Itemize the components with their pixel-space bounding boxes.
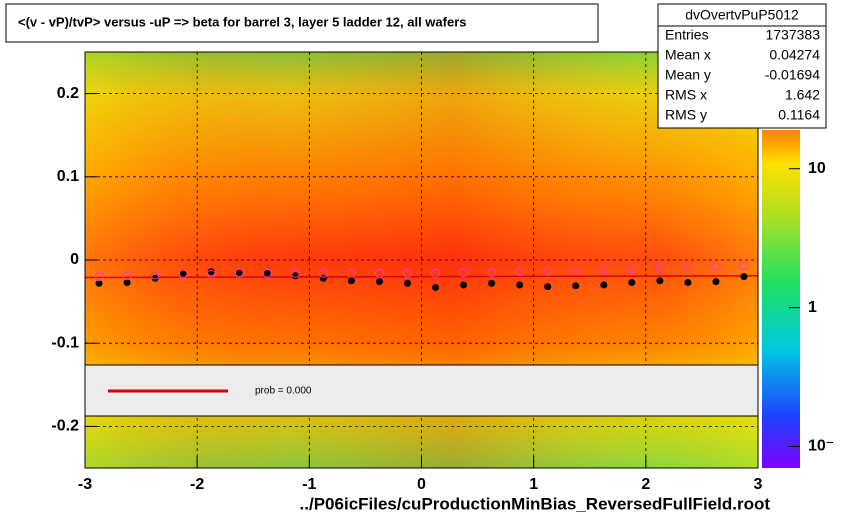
data-point <box>431 268 441 278</box>
data-point <box>346 268 356 278</box>
data-point <box>235 268 243 276</box>
data-point <box>571 266 581 276</box>
data-point <box>655 263 665 273</box>
data-point <box>123 278 131 286</box>
y-tick-label: 0 <box>70 251 79 268</box>
y-tick-label: -0.1 <box>51 334 79 351</box>
plot-frame <box>84 51 759 469</box>
data-point <box>739 261 749 271</box>
data-point <box>459 267 469 277</box>
data-point <box>262 268 272 278</box>
stats-label: Mean y <box>665 67 711 83</box>
x-axis-label: ../P06icFiles/cuProductionMinBias_Revers… <box>300 494 771 513</box>
data-point <box>543 267 553 277</box>
data-point <box>94 272 104 282</box>
stats-value: 0.1164 <box>778 107 820 123</box>
data-point <box>151 274 159 282</box>
data-point <box>234 268 244 278</box>
data-point <box>487 267 497 277</box>
y-tick-label: -0.2 <box>51 418 79 435</box>
stats-label: Entries <box>665 27 709 43</box>
colorbar <box>762 130 800 468</box>
data-point <box>318 268 328 278</box>
data-point <box>263 269 271 277</box>
y-tick-label: 0.1 <box>57 168 79 185</box>
legend-text: prob = 0.000 <box>255 386 312 397</box>
data-point <box>460 281 468 289</box>
data-point <box>178 269 188 279</box>
x-tick-label: 2 <box>641 476 650 493</box>
stats-label: RMS x <box>665 87 707 103</box>
data-point <box>600 281 608 289</box>
data-point <box>402 268 412 278</box>
data-point <box>572 282 580 290</box>
title-box <box>5 3 599 43</box>
data-point <box>206 269 216 279</box>
data-point <box>290 268 300 278</box>
data-point <box>375 278 383 286</box>
data-point <box>150 270 160 280</box>
y-tick-label: 0.2 <box>57 85 79 102</box>
stats-value: 0.04274 <box>769 47 820 63</box>
stats-value: 1.642 <box>785 87 820 103</box>
data-point <box>488 279 496 287</box>
data-point <box>684 278 692 286</box>
data-point <box>207 268 215 276</box>
data-point <box>291 272 299 280</box>
x-tick-label: 1 <box>529 476 538 493</box>
x-tick-label: -2 <box>190 476 204 493</box>
x-tick-label: 0 <box>417 476 426 493</box>
colorbar-tick-label: 10⁻ <box>808 438 834 455</box>
stats-title: dvOvertvPuP5012 <box>685 7 799 23</box>
data-point <box>122 271 132 281</box>
data-point <box>95 279 103 287</box>
data-point <box>516 281 524 289</box>
colorbar-tick-label: 1 <box>808 299 817 316</box>
fit-line <box>84 275 759 279</box>
data-point <box>740 273 748 281</box>
data-point <box>347 277 355 285</box>
data-point <box>599 265 609 275</box>
stats-value: -0.01694 <box>765 67 820 83</box>
data-point <box>544 283 552 291</box>
data-point <box>656 277 664 285</box>
stats-label: RMS y <box>665 107 707 123</box>
chart-title: <(v - vP)/tvP> versus -uP => beta for ba… <box>18 14 466 29</box>
stats-label: Mean x <box>665 47 711 63</box>
data-point <box>515 267 525 277</box>
data-point <box>403 279 411 287</box>
data-point <box>179 269 187 277</box>
colorbar-tick-label: 10 <box>808 160 826 177</box>
data-point <box>432 283 440 291</box>
x-tick-label: 3 <box>754 476 763 493</box>
data-point <box>628 278 636 286</box>
data-point <box>712 278 720 286</box>
data-point <box>627 264 637 274</box>
x-tick-label: -3 <box>78 476 92 493</box>
stats-value: 1737383 <box>765 27 820 43</box>
x-tick-label: -1 <box>302 476 316 493</box>
data-point <box>711 262 721 272</box>
data-point <box>683 262 693 272</box>
stats-box <box>657 3 827 129</box>
data-point <box>374 268 384 278</box>
